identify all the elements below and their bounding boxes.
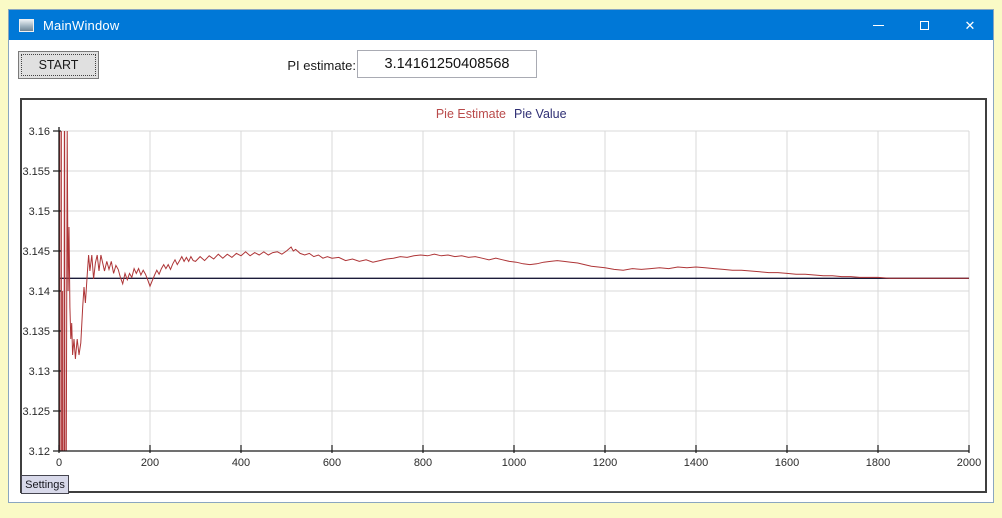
pi-estimate-label: PI estimate: (287, 58, 356, 73)
axis-tick-label: 3.15 (29, 206, 50, 218)
minimize-icon (872, 24, 884, 26)
legend-pie-estimate: Pie Estimate (436, 107, 506, 121)
settings-tab[interactable]: Settings (21, 475, 69, 494)
window-controls: ✕ (855, 10, 993, 40)
app-icon (19, 18, 34, 32)
axis-tick-label: 3.125 (22, 406, 50, 418)
start-button[interactable]: START (18, 51, 99, 79)
minimize-button[interactable] (855, 10, 901, 40)
axis-tick-label: 3.14 (29, 286, 50, 298)
axis-tick-label: 1800 (866, 457, 890, 469)
axis-tick-label: 200 (141, 457, 159, 469)
chart-canvas: 0 200 400 600 800 1000 1200 1400 1600 1800 2000 3.1… (22, 107, 981, 469)
settings-tab-label: Settings (25, 478, 65, 491)
maximize-button[interactable] (901, 10, 947, 40)
axis-tick-label: 600 (323, 457, 341, 469)
axis-tick-label: 1400 (684, 457, 708, 469)
axis-tick-label: 2000 (957, 457, 981, 469)
axis-tick-label: 3.135 (22, 326, 50, 338)
axis-tick-label: 1600 (775, 457, 799, 469)
axis-tick-label: 3.13 (29, 366, 50, 378)
pi-estimate-chart: 0 200 400 600 800 1000 1200 1400 1600 1800 2000 3.1… (20, 98, 987, 493)
title-bar[interactable]: MainWindow ✕ (9, 10, 993, 40)
axis-tick-label: 3.155 (22, 166, 50, 178)
axis-tick-label: 0 (56, 457, 62, 469)
axis-tick-label: 400 (232, 457, 250, 469)
pi-estimate-field[interactable] (357, 50, 537, 78)
close-icon: ✕ (964, 17, 976, 33)
axis-tick-label: 3.12 (29, 446, 50, 458)
window-title: MainWindow (43, 17, 120, 33)
axis-tick-label: 3.16 (29, 126, 50, 138)
close-button[interactable]: ✕ (947, 10, 993, 40)
axis-tick-label: 800 (414, 457, 432, 469)
maximize-icon (919, 20, 929, 30)
axis-tick-label: 1000 (502, 457, 526, 469)
main-window: MainWindow ✕ START PI estimate: 0 200 400 6… (8, 9, 994, 503)
axis-tick-label: 3.145 (22, 246, 50, 258)
legend-pie-value: Pie Value (514, 107, 567, 121)
axis-tick-label: 1200 (593, 457, 617, 469)
